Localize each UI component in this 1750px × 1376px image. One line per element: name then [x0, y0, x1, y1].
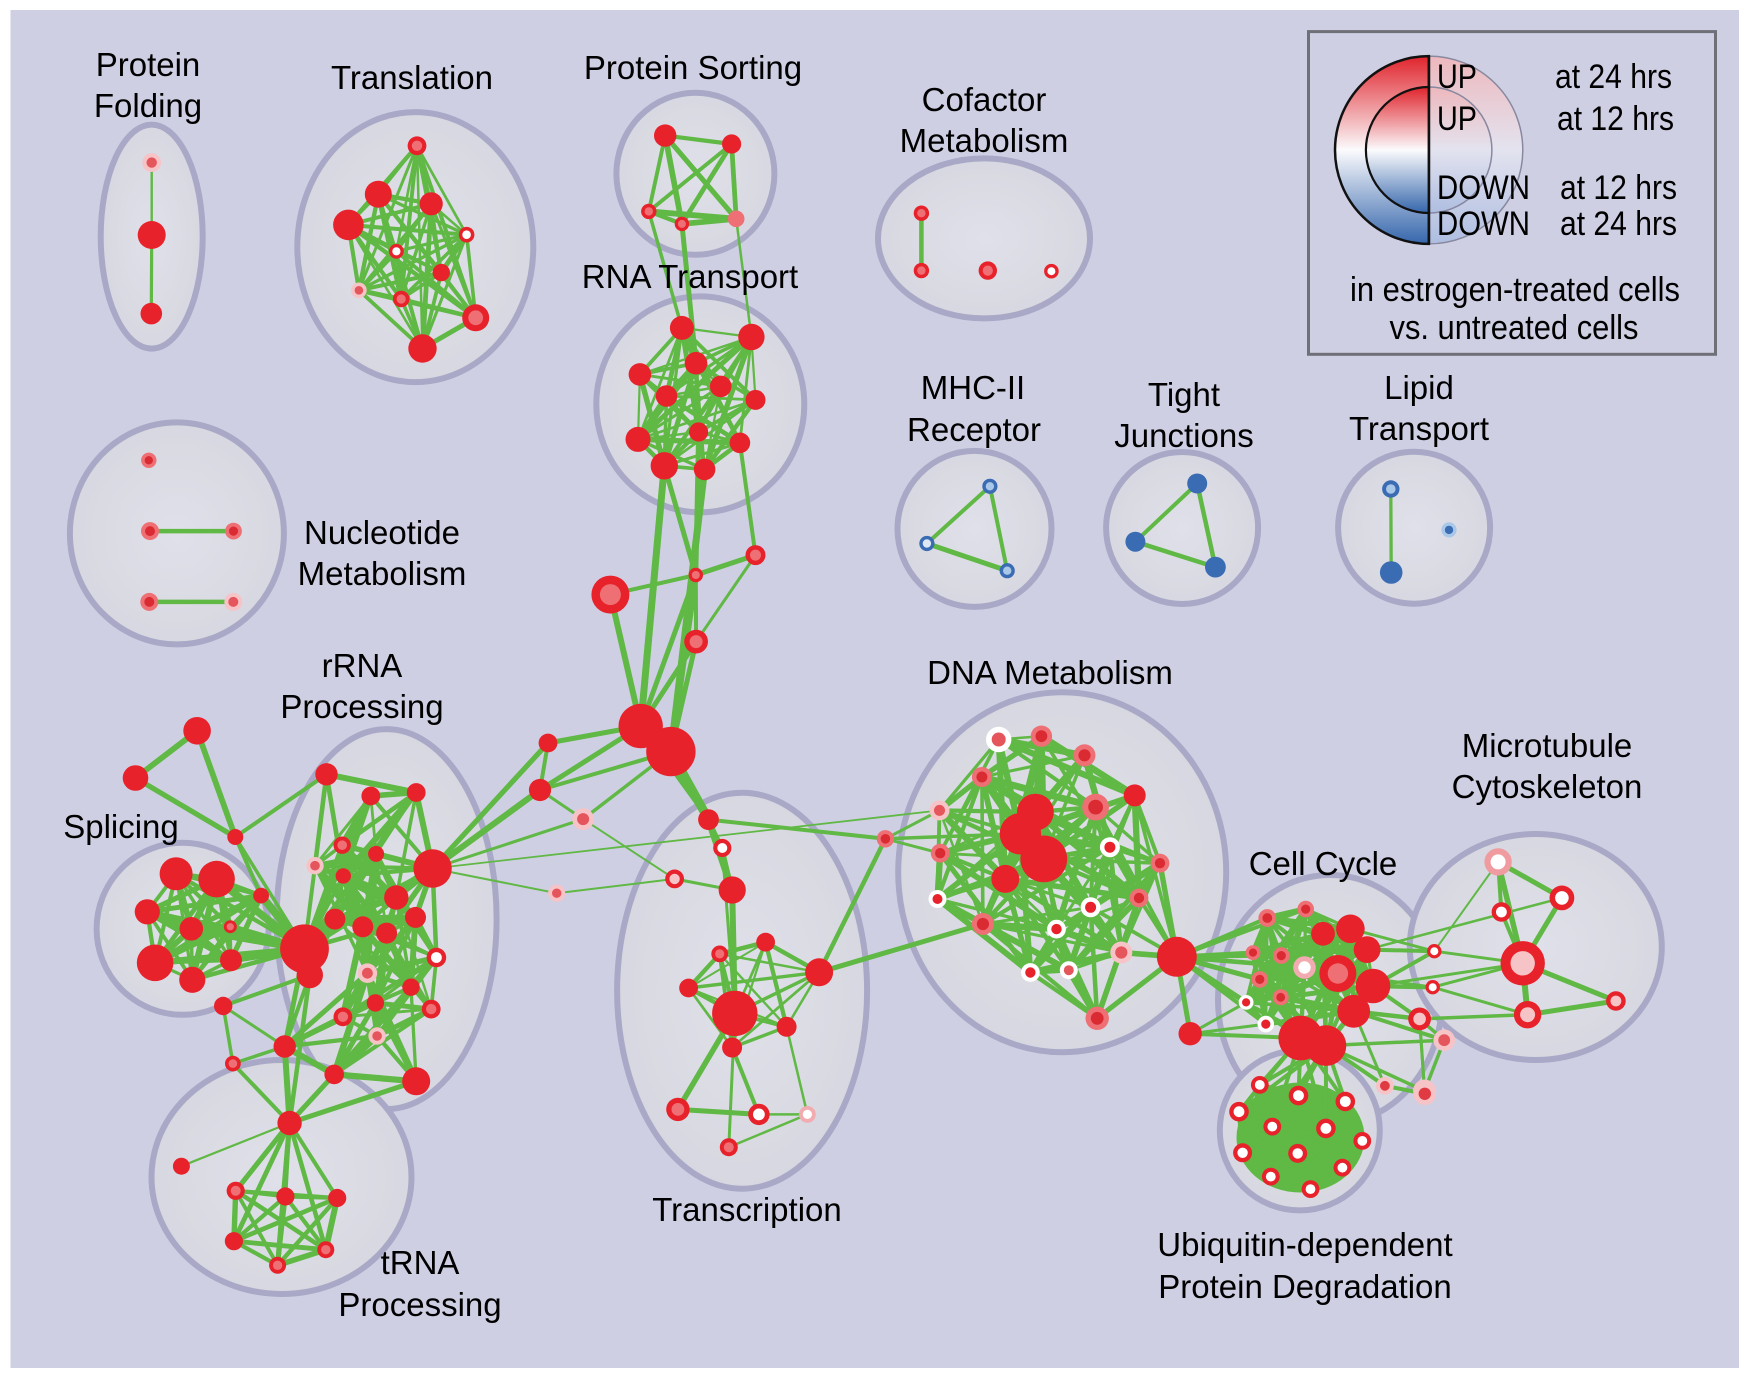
svg-text:tRNA: tRNA	[381, 1244, 460, 1281]
svg-text:Junctions: Junctions	[1114, 417, 1253, 454]
svg-text:DOWN: DOWN	[1437, 205, 1530, 243]
svg-text:Tight: Tight	[1148, 376, 1220, 413]
svg-text:DOWN: DOWN	[1437, 169, 1530, 207]
svg-text:Cytoskeleton: Cytoskeleton	[1452, 768, 1643, 805]
svg-text:Lipid: Lipid	[1384, 369, 1454, 406]
svg-text:at 12 hrs: at 12 hrs	[1560, 169, 1677, 207]
svg-text:Transport: Transport	[1349, 410, 1489, 447]
svg-text:UP: UP	[1437, 58, 1477, 96]
svg-text:Protein Degradation: Protein Degradation	[1158, 1268, 1452, 1305]
svg-text:UP: UP	[1437, 100, 1477, 138]
svg-text:Translation: Translation	[331, 59, 493, 96]
svg-text:Processing: Processing	[338, 1286, 501, 1323]
svg-text:at 24 hrs: at 24 hrs	[1555, 58, 1672, 96]
svg-text:Nucleotide: Nucleotide	[304, 514, 460, 551]
svg-text:Protein Sorting: Protein Sorting	[584, 49, 802, 86]
svg-text:Cell Cycle: Cell Cycle	[1249, 845, 1398, 882]
svg-text:Transcription: Transcription	[652, 1191, 842, 1228]
svg-text:Receptor: Receptor	[907, 411, 1041, 448]
svg-text:at 12 hrs: at 12 hrs	[1557, 100, 1674, 138]
svg-text:in estrogen-treated cells: in estrogen-treated cells	[1350, 271, 1680, 309]
svg-text:at 24 hrs: at 24 hrs	[1560, 205, 1677, 243]
svg-text:rRNA: rRNA	[322, 647, 403, 684]
svg-text:Ubiquitin-dependent: Ubiquitin-dependent	[1157, 1226, 1452, 1263]
svg-text:Folding: Folding	[94, 87, 202, 124]
svg-text:Metabolism: Metabolism	[900, 122, 1069, 159]
svg-text:MHC-II: MHC-II	[921, 369, 1025, 406]
svg-text:Processing: Processing	[280, 688, 443, 725]
svg-text:Cofactor: Cofactor	[922, 81, 1047, 118]
svg-text:RNA Transport: RNA Transport	[582, 258, 798, 295]
svg-text:Splicing: Splicing	[63, 808, 179, 845]
svg-text:Microtubule: Microtubule	[1462, 727, 1633, 764]
svg-text:Protein: Protein	[96, 46, 201, 83]
svg-text:vs. untreated cells: vs. untreated cells	[1390, 309, 1639, 347]
svg-text:DNA Metabolism: DNA Metabolism	[927, 654, 1173, 691]
svg-text:Metabolism: Metabolism	[298, 555, 467, 592]
